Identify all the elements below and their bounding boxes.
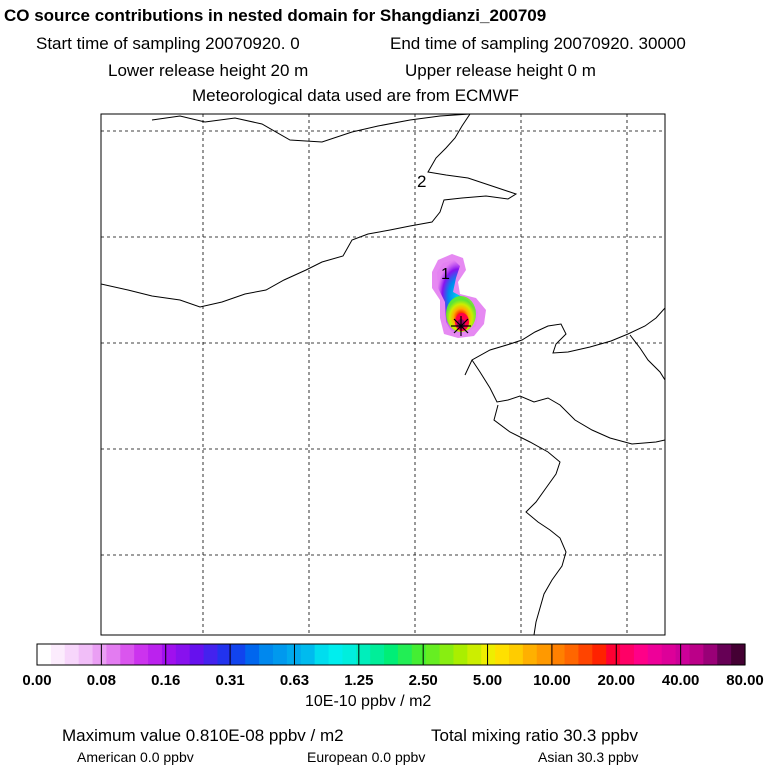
colorbar-swatch <box>50 644 66 665</box>
colorbar-swatch <box>134 644 149 665</box>
asian-contribution: Asian 30.3 ppbv <box>538 749 639 765</box>
trajectory-marker-2: 2 <box>417 172 426 191</box>
colorbar-swatch <box>342 644 357 665</box>
graticule <box>101 114 665 635</box>
colorbar-swatch <box>245 644 260 665</box>
colorbar-swatch <box>467 644 482 665</box>
colorbar-swatch <box>328 644 344 665</box>
colorbar-tick-label: 5.00 <box>472 672 503 689</box>
colorbar-tick-label: 0.08 <box>86 672 116 689</box>
colorbar-swatch <box>550 644 566 665</box>
colorbar-swatch <box>647 644 663 665</box>
colorbar-swatch <box>203 644 219 665</box>
colorbar-swatch <box>37 644 52 665</box>
colorbar-swatch <box>522 644 538 665</box>
colorbar-swatch <box>148 644 163 665</box>
colorbar-swatch <box>78 644 94 665</box>
colorbar-swatch <box>425 644 441 665</box>
american-contribution: American 0.0 ppbv <box>77 749 194 765</box>
colorbar-swatch <box>314 644 330 665</box>
colorbar-swatch <box>300 644 316 665</box>
colorbar-swatch <box>564 644 580 665</box>
colorbar-dividers <box>100 644 682 665</box>
colorbar-tick-label: 0.63 <box>279 672 310 689</box>
colorbar-swatch <box>217 644 232 665</box>
receptor-star-icon <box>451 316 471 336</box>
colorbar-tick-label: 40.00 <box>661 672 700 689</box>
colorbar-swatch <box>411 644 427 665</box>
colorbar-swatch <box>384 644 399 665</box>
colorbar-tick-label: 0.16 <box>151 672 181 689</box>
colorbar-swatch <box>439 644 455 665</box>
colorbar-tick-label: 1.25 <box>344 672 374 689</box>
colorbar-swatch <box>689 644 704 665</box>
colorbar-swatch <box>92 644 108 665</box>
colorbar-swatch <box>675 644 691 665</box>
colorbar-swatch <box>731 644 746 665</box>
colorbar-swatch <box>509 644 524 665</box>
map-frame <box>100 113 666 636</box>
colorbar-swatch <box>703 644 718 665</box>
colorbar-swatch <box>259 644 274 665</box>
colorbar-swatch <box>592 644 607 665</box>
met-data-label: Meteorological data used are from ECMWF <box>192 86 519 105</box>
colorbar-swatch <box>120 644 135 665</box>
colorbar-tick-label: 0.00 <box>22 672 52 689</box>
colorbar-swatch <box>453 644 468 665</box>
map-boundaries <box>101 114 665 635</box>
colorbar-swatch <box>189 644 205 665</box>
colorbar-swatch <box>661 644 677 665</box>
colorbar-swatch <box>606 644 621 665</box>
colorbar-swatch <box>620 644 635 665</box>
colorbar-tick-label: 2.50 <box>408 672 438 689</box>
colorbar-border <box>36 643 746 666</box>
colorbar-swatch <box>106 644 121 665</box>
start-time-label: Start time of sampling 20070920. 0 <box>36 34 300 53</box>
maximum-value-label: Maximum value 0.810E-08 ppbv / m2 <box>62 726 344 745</box>
colorbar-swatch <box>578 644 593 665</box>
colorbar-swatch <box>481 644 496 665</box>
colorbar-swatch <box>397 644 413 665</box>
colorbar-swatch <box>717 644 732 665</box>
colorbar-swatch <box>633 644 649 665</box>
lower-release-label: Lower release height 20 m <box>108 61 309 80</box>
colorbar-swatch <box>536 644 552 665</box>
colorbar-swatch <box>495 644 510 665</box>
colorbar-units: 10E-10 ppbv / m2 <box>305 693 432 710</box>
colorbar-swatch <box>231 644 246 665</box>
upper-release-label: Upper release height 0 m <box>405 61 596 80</box>
european-contribution: European 0.0 ppbv <box>307 749 426 765</box>
trajectory-marker-1: 1 <box>441 266 450 283</box>
colorbar-swatch <box>273 644 288 665</box>
colorbar-tick-label: 20.00 <box>597 672 636 689</box>
colorbar-swatch <box>356 644 371 665</box>
colorbar <box>36 643 746 666</box>
colorbar-swatch <box>370 644 385 665</box>
colorbar-swatch <box>175 644 191 665</box>
figure-title: CO source contributions in nested domain… <box>4 6 547 25</box>
total-mixing-ratio-label: Total mixing ratio 30.3 ppbv <box>431 726 638 745</box>
colorbar-tick-label: 0.31 <box>215 672 245 689</box>
colorbar-tick-label: 10.00 <box>533 672 571 689</box>
colorbar-tick-label: 80.00 <box>726 672 764 689</box>
colorbar-swatch <box>161 644 177 665</box>
end-time-label: End time of sampling 20070920. 30000 <box>390 34 686 53</box>
colorbar-swatch <box>64 644 80 665</box>
